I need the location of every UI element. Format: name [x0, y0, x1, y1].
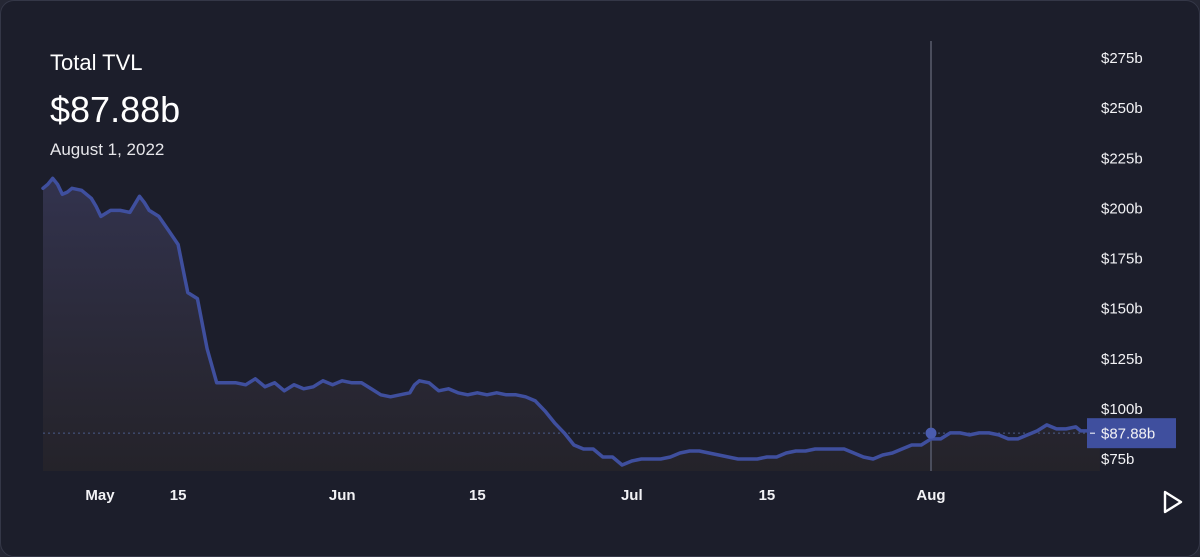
- tvl-area-fill: [43, 178, 1100, 472]
- y-tick-label: $125b: [1101, 351, 1143, 368]
- y-tick-label: $200b: [1101, 200, 1143, 217]
- x-tick-label: 15: [759, 487, 776, 504]
- play-icon: [1163, 490, 1183, 514]
- y-tick-label: $175b: [1101, 251, 1143, 268]
- y-tick-label: $275b: [1101, 50, 1143, 67]
- y-tick-label: $75b: [1101, 451, 1134, 468]
- current-point: [925, 427, 937, 439]
- chart-title: Total TVL: [50, 50, 143, 75]
- x-tick-label: May: [85, 487, 115, 504]
- x-tick-label: Jul: [621, 487, 643, 504]
- tvl-line: [41, 176, 1102, 467]
- x-tick-label: 15: [170, 487, 187, 504]
- current-tvl-value: $87.88b: [50, 89, 181, 130]
- play-button[interactable]: [1161, 489, 1185, 515]
- x-tick-label: Jun: [329, 487, 356, 504]
- chart-header: Total TVL $87.88b August 1, 2022: [50, 49, 180, 161]
- y-tick-label: $150b: [1101, 301, 1143, 318]
- current-value-badge: [1087, 418, 1176, 449]
- x-tick-label: 15: [469, 487, 486, 504]
- y-tick-label: $100b: [1101, 401, 1143, 418]
- y-tick-label: $225b: [1101, 150, 1143, 167]
- y-tick-label: $250b: [1101, 100, 1143, 117]
- x-tick-label: Aug: [916, 487, 945, 504]
- current-value-badge-label: $87.88b: [1101, 426, 1155, 443]
- current-date: August 1, 2022: [50, 140, 165, 159]
